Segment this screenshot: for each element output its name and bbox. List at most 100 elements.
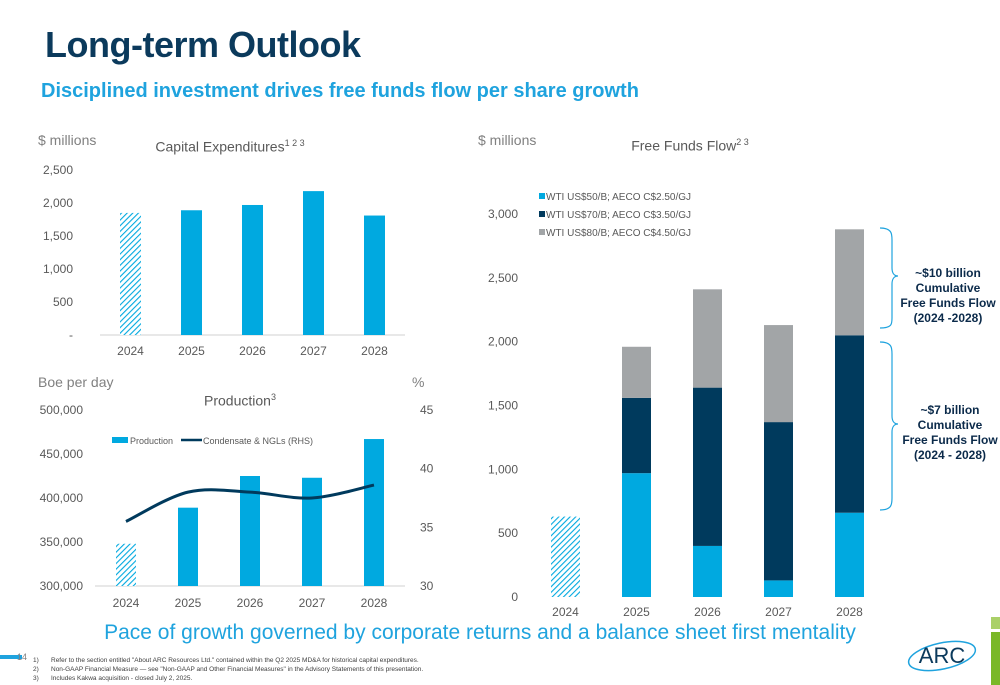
footnote-text: Refer to the section entitled "About ARC… <box>51 657 419 664</box>
x-tick-label: 2025 <box>175 596 202 610</box>
footnote: 3) Includes Kakwa acquisition - closed Ju… <box>33 674 423 683</box>
upper-annotation: ~$10 billion Cumulative Free Funds Flow … <box>896 266 1000 326</box>
y-tick-label: 500,000 <box>40 403 84 417</box>
production-bar <box>364 439 384 586</box>
ffo-chart-title: Free Funds Flow2 3 <box>580 137 800 154</box>
y2-tick-label: 30 <box>420 579 434 593</box>
upper-annotation-line: ~$10 billion <box>915 266 981 280</box>
arc-logo: ARC <box>907 640 977 672</box>
y-tick-label: 450,000 <box>40 447 84 461</box>
production-unit-label: Boe per day <box>38 374 114 390</box>
production-unit-label-right: % <box>412 374 425 390</box>
capex-bar <box>303 191 324 335</box>
y-tick-label: 3,000 <box>488 207 518 221</box>
condensate-line <box>125 483 375 523</box>
legend-label: WTI US$80/B; AECO C$4.50/GJ <box>546 228 691 239</box>
legend-swatch <box>539 211 545 217</box>
production-chart-title: Production3 <box>130 392 350 409</box>
capex-chart: - 500 1,000 1,500 2,000 2,500 2024 2025 2026 2027… <box>43 163 405 358</box>
y2-tick-label: 45 <box>420 403 434 417</box>
ffo-bar-segment <box>764 325 793 423</box>
legend-swatch <box>539 229 545 235</box>
ffo-bar-segment <box>693 545 722 597</box>
accent-bar-light <box>991 617 1000 629</box>
page-marker-bar <box>0 655 22 659</box>
x-tick-label: 2024 <box>117 344 144 358</box>
ffo-bar-segment <box>764 422 793 581</box>
ffo-bar-segment <box>835 229 864 336</box>
ffo-bar-segment <box>622 397 651 474</box>
footnote-number: 3) <box>33 675 39 682</box>
ffo-chart: 0 500 1,000 1,500 2,000 2,500 3,000 2024 2025 202… <box>488 192 864 619</box>
page-subtitle: Disciplined investment drives free funds… <box>41 80 639 102</box>
y-tick-label: - <box>69 328 73 342</box>
legend-label: WTI US$70/B; AECO C$3.50/GJ <box>546 210 691 221</box>
y-tick-label: 2,000 <box>43 196 73 210</box>
ffo-bar-2024 <box>551 516 580 597</box>
x-tick-label: 2028 <box>836 605 863 619</box>
x-tick-label: 2024 <box>113 596 140 610</box>
y2-tick-label: 40 <box>420 462 434 476</box>
footnote-number: 2) <box>33 666 39 673</box>
capex-unit-label: $ millions <box>38 132 97 148</box>
production-title-sup: 3 <box>270 392 276 402</box>
page-number: 14 <box>17 652 28 662</box>
ffo-bar-segment <box>622 473 651 597</box>
legend-label: Condensate & NGLs (RHS) <box>203 436 313 446</box>
y2-tick-label: 35 <box>420 520 434 534</box>
x-tick-label: 2028 <box>361 344 388 358</box>
ffo-bar-segment <box>835 335 864 513</box>
x-tick-label: 2025 <box>178 344 205 358</box>
upper-annotation-line: (2024 -2028) <box>913 311 983 325</box>
footnotes: 1) Refer to the section entitled "About A… <box>33 656 423 683</box>
y-tick-label: 1,000 <box>488 462 518 476</box>
lower-annotation: ~$7 billion Cumulative Free Funds Flow (… <box>900 403 1000 463</box>
arc-logo-text: ARC <box>919 643 966 668</box>
x-tick-label: 2026 <box>237 596 264 610</box>
y-tick-label: 400,000 <box>40 491 84 505</box>
capex-title-text: Capital Expenditures <box>155 138 285 155</box>
production-bar <box>240 476 260 586</box>
accent-bar <box>991 632 1000 685</box>
footnote: 2) Non-GAAP Financial Measure — see "Non-… <box>33 665 423 674</box>
lower-annotation-line: (2024 - 2028) <box>913 448 987 462</box>
upper-brace <box>879 227 899 329</box>
upper-annotation-line: Free Funds Flow <box>900 296 996 310</box>
capex-chart-title: Capital Expenditures1 2 3 <box>120 138 340 155</box>
y-tick-label: 300,000 <box>40 579 84 593</box>
ffo-unit-label: $ millions <box>478 132 537 148</box>
legend-swatch <box>539 193 545 199</box>
footnote-text: Includes Kakwa acquisition - closed July… <box>51 675 193 682</box>
footnote: 1) Refer to the section entitled "About A… <box>33 656 423 665</box>
capex-bar <box>242 204 263 335</box>
x-tick-label: 2027 <box>299 596 326 610</box>
y-tick-label: 1,500 <box>488 399 518 413</box>
x-tick-label: 2027 <box>300 344 327 358</box>
x-tick-label: 2024 <box>552 605 579 619</box>
footnote-number: 1) <box>33 657 39 664</box>
x-tick-label: 2026 <box>694 605 721 619</box>
y-tick-label: 500 <box>498 526 518 540</box>
capex-bar <box>181 210 202 335</box>
production-title-text: Production <box>204 392 271 409</box>
ffo-bar-segment <box>764 580 793 597</box>
capex-title-sup: 1 2 3 <box>284 138 305 148</box>
legend-swatch-production <box>112 437 128 443</box>
x-tick-label: 2028 <box>361 596 388 610</box>
bottom-banner: Pace of growth governed by corporate ret… <box>104 621 856 644</box>
ffo-title-sup: 2 3 <box>736 137 749 147</box>
legend-label: WTI US$50/B; AECO C$2.50/GJ <box>546 192 691 203</box>
y-tick-label: 2,500 <box>488 271 518 285</box>
y-tick-label: 500 <box>53 295 73 309</box>
y-tick-label: 2,500 <box>43 163 73 177</box>
capex-bar <box>120 212 141 335</box>
x-tick-label: 2025 <box>623 605 650 619</box>
page-title: Long-term Outlook <box>45 24 361 65</box>
y-tick-label: 1,000 <box>43 262 73 276</box>
lower-annotation-line: Cumulative <box>917 418 983 432</box>
production-bar <box>178 507 198 586</box>
ffo-title-text: Free Funds Flow <box>631 137 737 154</box>
ffo-bar-segment <box>693 289 722 388</box>
lower-annotation-line: Free Funds Flow <box>902 433 998 447</box>
